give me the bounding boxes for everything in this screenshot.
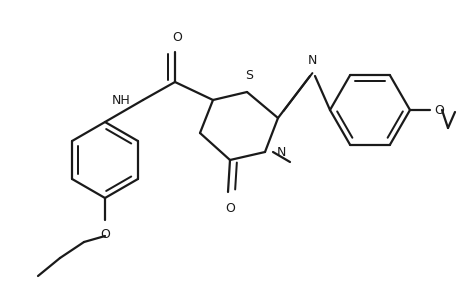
Text: O: O bbox=[172, 31, 182, 44]
Text: N: N bbox=[307, 54, 316, 67]
Text: O: O bbox=[224, 202, 235, 215]
Text: N: N bbox=[276, 146, 286, 158]
Text: NH: NH bbox=[112, 94, 131, 106]
Text: S: S bbox=[245, 69, 252, 82]
Text: O: O bbox=[100, 228, 110, 241]
Text: O: O bbox=[433, 103, 443, 116]
